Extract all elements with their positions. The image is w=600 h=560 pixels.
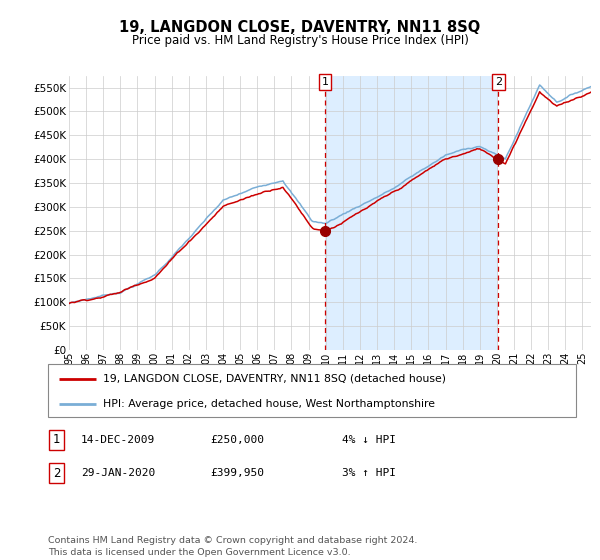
Text: Contains HM Land Registry data © Crown copyright and database right 2024.
This d: Contains HM Land Registry data © Crown c… — [48, 536, 418, 557]
Text: HPI: Average price, detached house, West Northamptonshire: HPI: Average price, detached house, West… — [103, 399, 436, 409]
Text: 19, LANGDON CLOSE, DAVENTRY, NN11 8SQ (detached house): 19, LANGDON CLOSE, DAVENTRY, NN11 8SQ (d… — [103, 374, 446, 384]
Text: Price paid vs. HM Land Registry's House Price Index (HPI): Price paid vs. HM Land Registry's House … — [131, 34, 469, 46]
Text: 2: 2 — [495, 77, 502, 87]
Text: 14-DEC-2009: 14-DEC-2009 — [81, 435, 155, 445]
Text: 1: 1 — [322, 77, 329, 87]
Text: £399,950: £399,950 — [210, 468, 264, 478]
Text: £250,000: £250,000 — [210, 435, 264, 445]
FancyBboxPatch shape — [49, 463, 64, 483]
Bar — [325, 76, 498, 350]
Text: 1: 1 — [53, 433, 60, 446]
FancyBboxPatch shape — [49, 430, 64, 450]
FancyBboxPatch shape — [48, 364, 576, 417]
Text: 4% ↓ HPI: 4% ↓ HPI — [342, 435, 396, 445]
Text: 29-JAN-2020: 29-JAN-2020 — [81, 468, 155, 478]
Text: 2: 2 — [53, 466, 60, 480]
Text: 3% ↑ HPI: 3% ↑ HPI — [342, 468, 396, 478]
Text: 19, LANGDON CLOSE, DAVENTRY, NN11 8SQ: 19, LANGDON CLOSE, DAVENTRY, NN11 8SQ — [119, 20, 481, 35]
